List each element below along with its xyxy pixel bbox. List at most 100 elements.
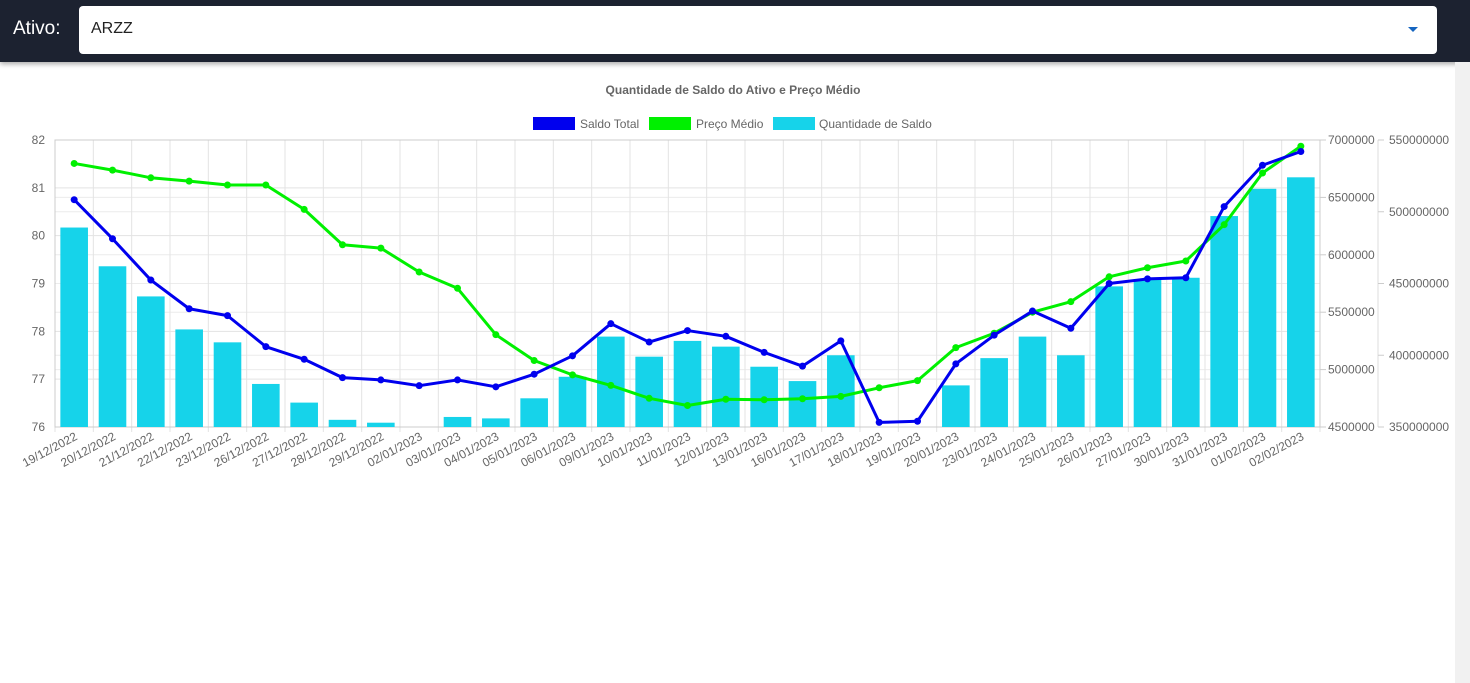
legend-label: Preço Médio xyxy=(696,117,764,131)
line-point xyxy=(1144,275,1151,283)
line-point xyxy=(684,327,691,335)
line-point xyxy=(224,181,231,189)
line-point xyxy=(377,376,385,384)
line-point xyxy=(530,357,538,365)
bar xyxy=(712,346,740,427)
bar xyxy=(482,418,510,427)
top-bar: Ativo: ARZZ xyxy=(0,0,1470,62)
bar xyxy=(827,355,855,427)
line-point xyxy=(990,331,998,339)
scrollbar-track[interactable] xyxy=(1455,62,1470,683)
line-point xyxy=(1297,147,1305,155)
line-point xyxy=(569,371,576,379)
y-tick-label: 82 xyxy=(32,133,46,147)
y-tick-label: 80 xyxy=(32,229,46,243)
line-point xyxy=(492,383,500,391)
line-point xyxy=(492,331,500,339)
line-point xyxy=(70,159,78,167)
line-point xyxy=(799,362,806,370)
line-point xyxy=(645,394,653,402)
asset-select[interactable]: ARZZ xyxy=(79,6,1437,54)
line-point xyxy=(607,320,615,328)
y-right-tick-label: 5500000 xyxy=(1328,305,1375,319)
bar-series xyxy=(60,177,1315,427)
line-point xyxy=(1220,221,1228,229)
line-point xyxy=(454,376,461,384)
y-right-tick-label: 4500000 xyxy=(1328,420,1375,434)
y-right-tick-label: 7000000 xyxy=(1328,133,1375,147)
y-right-tick-label: 400000000 xyxy=(1389,348,1449,362)
bar xyxy=(137,296,165,427)
bar xyxy=(980,358,1008,427)
line-point xyxy=(415,268,423,276)
line-point xyxy=(377,244,385,252)
line-point xyxy=(262,343,270,351)
line-point xyxy=(684,401,691,409)
right-axis-saldo-total: 7000000 6500000 6000000 5500000 5000000 45000… xyxy=(1320,133,1379,434)
right-axis-quantidade: 550000000 500000000 450000000 400000000 3500… xyxy=(1378,133,1449,434)
bar xyxy=(367,422,395,427)
left-axis: 82 81 80 79 78 77 76 xyxy=(32,133,46,434)
bar xyxy=(290,402,318,427)
y-right-tick-label: 500000000 xyxy=(1389,205,1449,219)
bar xyxy=(558,376,587,427)
y-right-tick-label: 6000000 xyxy=(1328,248,1375,262)
line-point xyxy=(530,370,538,378)
asset-label: Ativo: xyxy=(13,18,61,39)
line-point xyxy=(1067,298,1075,306)
line-point xyxy=(837,392,845,400)
bar xyxy=(213,342,242,427)
line-point xyxy=(760,348,768,356)
line-point xyxy=(799,395,806,403)
y-tick-label: 78 xyxy=(32,324,46,338)
line-point xyxy=(147,174,155,182)
line-point xyxy=(109,235,116,243)
legend-swatch xyxy=(773,117,815,130)
line-point xyxy=(185,177,193,185)
line-point xyxy=(1259,169,1266,177)
y-tick-label: 81 xyxy=(32,181,46,195)
y-tick-label: 76 xyxy=(32,420,46,434)
line-point xyxy=(415,382,423,390)
bar xyxy=(175,329,203,427)
bar xyxy=(60,227,88,427)
bar xyxy=(1210,216,1238,427)
line-point xyxy=(1029,307,1036,315)
bar xyxy=(1018,336,1047,427)
line-point xyxy=(875,418,883,426)
bar xyxy=(635,356,663,427)
y-right-tick-label: 550000000 xyxy=(1389,133,1449,147)
line-point xyxy=(1182,257,1190,265)
legend-swatch xyxy=(533,117,575,130)
line-point xyxy=(1259,161,1266,169)
y-right-tick-label: 6500000 xyxy=(1328,190,1375,204)
bar xyxy=(942,385,970,427)
line-point xyxy=(1297,142,1305,150)
line-point xyxy=(454,284,461,292)
combo-chart: Quantidade de Saldo do Ativo e Preço Méd… xyxy=(20,83,1449,470)
bar xyxy=(1133,279,1162,427)
y-tick-label: 77 xyxy=(32,372,46,386)
legend-swatch xyxy=(649,117,691,130)
line-point xyxy=(952,344,960,352)
line-point xyxy=(339,374,346,382)
line-point xyxy=(1067,324,1075,332)
line-point xyxy=(914,377,921,385)
line-point xyxy=(875,384,883,392)
line-point xyxy=(837,337,845,345)
line-point xyxy=(262,181,270,189)
line-series xyxy=(70,142,1305,426)
bar xyxy=(520,398,548,427)
bar xyxy=(1172,277,1200,427)
line-point xyxy=(185,305,193,313)
chart-legend: Saldo Total Preço Médio Quantidade de Sald… xyxy=(533,117,932,131)
line-point xyxy=(645,338,653,346)
line-point xyxy=(914,417,921,425)
chart-title: Quantidade de Saldo do Ativo e Preço Méd… xyxy=(606,83,861,97)
bar xyxy=(328,419,357,427)
bar xyxy=(252,383,280,427)
line-point xyxy=(70,196,78,204)
line-point xyxy=(1220,203,1228,211)
caret-down-icon[interactable] xyxy=(1408,27,1418,32)
y-right-tick-label: 350000000 xyxy=(1389,420,1449,434)
